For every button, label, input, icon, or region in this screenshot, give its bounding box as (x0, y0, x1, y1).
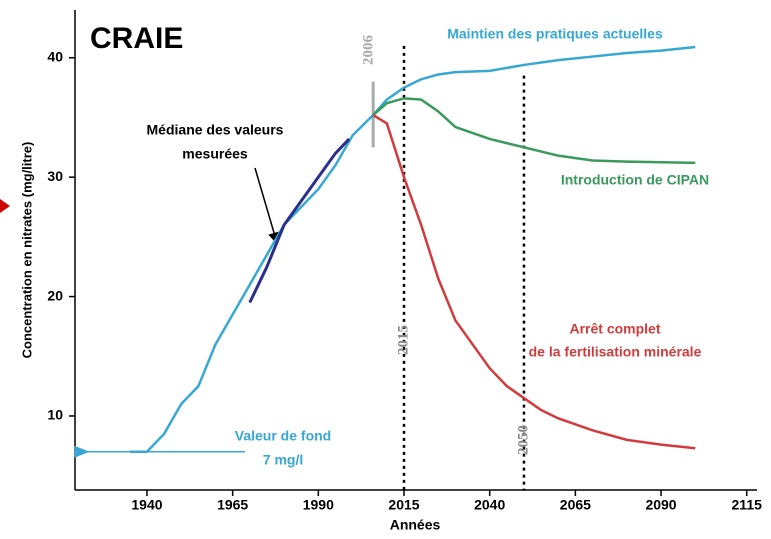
x-axis-label: Années (390, 517, 441, 533)
x-tick-label: 2015 (388, 497, 419, 513)
series-label: Médiane des valeurs (147, 122, 284, 138)
background-label: Valeur de fond (235, 428, 331, 444)
chart-title: CRAIE (90, 22, 183, 55)
x-tick-label: 2040 (474, 497, 505, 513)
series-label: Maintien des pratiques actuelles (447, 26, 663, 42)
y-tick-label: 30 (47, 168, 63, 184)
y-axis-label: Concentration en nitrates (mg/litre) (19, 142, 34, 359)
series-line (129, 45, 696, 454)
series-label: Introduction de CIPAN (561, 172, 709, 188)
series-line (372, 114, 696, 450)
x-tick-label: 1990 (303, 497, 334, 513)
pointer (0, 199, 10, 213)
marker-label: 2050 (515, 425, 531, 455)
background-label: 7 mg/l (263, 452, 303, 468)
marker-label: 2015 (395, 325, 411, 355)
x-tick-label: 1965 (217, 497, 248, 513)
x-tick-label: 1940 (131, 497, 162, 513)
y-tick-label: 10 (47, 407, 63, 423)
marker-label: 2006 (361, 35, 377, 66)
y-tick-label: 40 (47, 48, 63, 64)
series-line (248, 137, 351, 304)
series-line (372, 97, 696, 165)
x-tick-label: 2065 (560, 497, 591, 513)
y-tick-label: 20 (47, 287, 63, 303)
series-label: mesurées (182, 146, 248, 162)
series-label: Arrêt complet (569, 321, 660, 337)
annotation-arrow (254, 167, 280, 245)
series-label: de la fertilisation minérale (529, 344, 702, 360)
x-tick-label: 2115 (732, 497, 763, 513)
x-tick-label: 2090 (645, 497, 676, 513)
